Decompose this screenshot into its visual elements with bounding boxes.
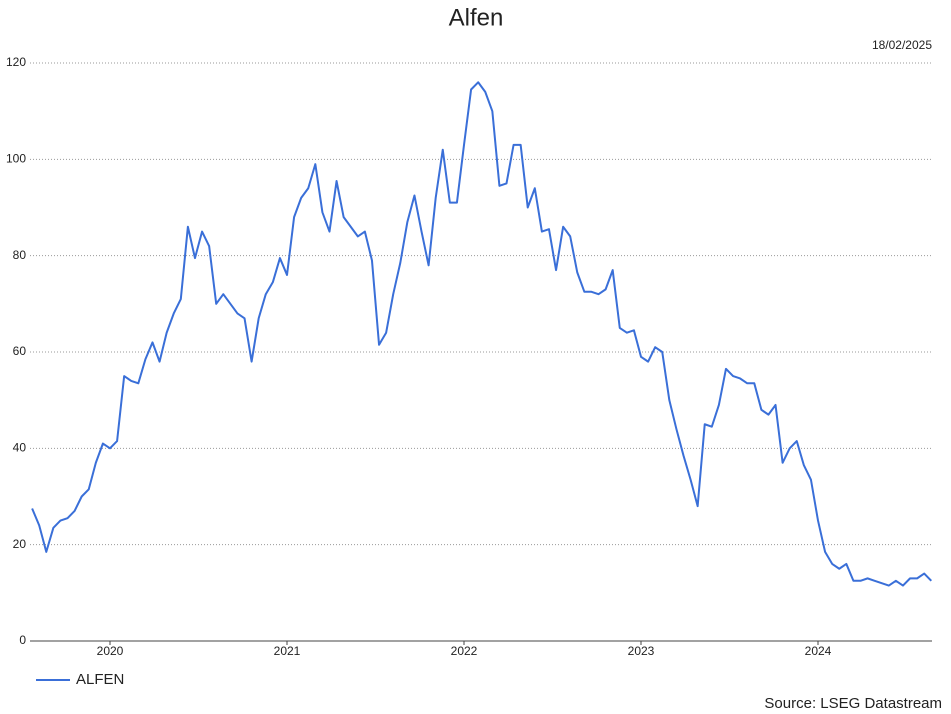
x-tick-label: 2020 bbox=[97, 644, 124, 658]
y-tick-label: 100 bbox=[6, 152, 26, 166]
x-tick-label: 2023 bbox=[628, 644, 655, 658]
line-series bbox=[31, 81, 933, 587]
source: Source: LSEG Datastream bbox=[764, 695, 942, 712]
y-tick-label: 80 bbox=[13, 248, 27, 262]
y-tick-label: 60 bbox=[13, 344, 27, 358]
x-tick-label: 2021 bbox=[274, 644, 301, 658]
y-tick-label: 120 bbox=[6, 55, 26, 69]
chart-title: Alfen bbox=[449, 4, 504, 31]
x-tick-label: 2022 bbox=[451, 644, 478, 658]
legend-label: ALFEN bbox=[76, 671, 124, 688]
y-tick-label: 40 bbox=[13, 441, 27, 455]
date: 18/02/2025 bbox=[872, 38, 932, 52]
y-tick-label: 20 bbox=[13, 537, 27, 551]
y-tick-label: 0 bbox=[19, 633, 26, 647]
x-tick-label: 2024 bbox=[805, 644, 832, 658]
